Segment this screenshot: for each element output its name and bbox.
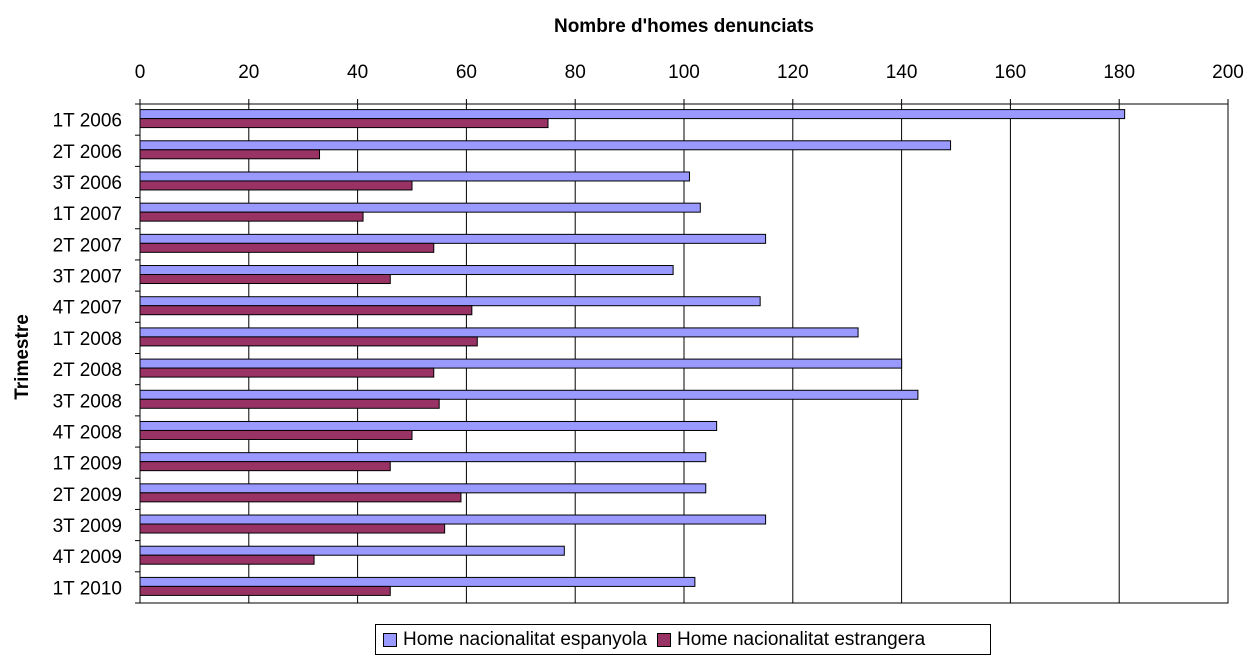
x-tick-label: 40 <box>347 62 368 83</box>
bar-espanyola <box>139 265 674 276</box>
bar-espanyola <box>139 202 701 213</box>
bar-estrangera <box>139 429 413 440</box>
bar-estrangera <box>139 242 435 253</box>
bar-estrangera <box>139 554 315 565</box>
x-tick-label: 60 <box>456 62 477 83</box>
bar-espanyola <box>139 545 565 556</box>
category-label: 1T 2009 <box>53 454 122 475</box>
axes: 0 20 40 60 80 100 120 140 160 180 200 1T 2006 2T 200… <box>53 62 1244 604</box>
category-label: 1T 2006 <box>53 111 122 132</box>
category-label: 3T 2006 <box>53 173 122 194</box>
category-label: 1T 2008 <box>53 329 122 350</box>
category-label: 3T 2009 <box>53 516 122 537</box>
bar-estrangera <box>139 211 364 222</box>
bar-estrangera <box>139 585 391 596</box>
x-tick-label: 180 <box>1103 62 1135 83</box>
legend: Home nacionalitat espanyola Home naciona… <box>375 624 991 655</box>
category-label: 4T 2007 <box>53 298 122 319</box>
x-tick-label: 100 <box>668 62 700 83</box>
bar-espanyola <box>139 420 718 431</box>
bar-estrangera <box>139 367 435 378</box>
chart-title: Nombre d'homes denunciats <box>554 16 814 37</box>
bar-espanyola <box>139 389 919 400</box>
category-label: 2T 2007 <box>53 235 122 256</box>
bar-estrangera <box>139 492 462 503</box>
bar-chart: Nombre d'homes denunciats Trimestre 0 20 4… <box>12 16 1244 604</box>
x-tick-label: 20 <box>238 62 259 83</box>
bar-estrangera <box>139 398 440 409</box>
bar-estrangera <box>139 180 413 191</box>
bar-espanyola <box>139 358 903 369</box>
bar-espanyola <box>139 514 767 525</box>
category-label: 1T 2007 <box>53 204 122 225</box>
bar-espanyola <box>139 296 761 307</box>
bar-espanyola <box>139 452 707 463</box>
legend-label-estrangera: Home nacionalitat estrangera <box>677 628 926 650</box>
y-axis-label: Trimestre <box>12 314 33 400</box>
bar-estrangera <box>139 305 473 316</box>
bar-espanyola <box>139 233 767 244</box>
bar-espanyola <box>139 140 952 151</box>
legend-item-estrangera: Home nacionalitat estrangera <box>657 629 925 651</box>
bar-espanyola <box>139 171 690 182</box>
bar-espanyola <box>139 327 859 338</box>
category-label: 2T 2008 <box>53 360 122 381</box>
bar-estrangera <box>139 336 478 347</box>
bar-estrangera <box>139 461 391 472</box>
bar-estrangera <box>139 118 549 129</box>
x-tick-label: 200 <box>1212 62 1244 83</box>
x-tick-label: 160 <box>995 62 1027 83</box>
category-label: 4T 2009 <box>53 547 122 568</box>
x-tick-label: 80 <box>565 62 586 83</box>
bar-espanyola <box>139 109 1126 120</box>
category-label: 2T 2006 <box>53 142 122 163</box>
x-tick-label: 140 <box>886 62 918 83</box>
bar-estrangera <box>139 149 321 160</box>
category-label: 4T 2008 <box>53 422 122 443</box>
legend-item-espanyola: Home nacionalitat espanyola <box>383 629 647 651</box>
legend-label-espanyola: Home nacionalitat espanyola <box>403 628 647 650</box>
legend-swatch-espanyola <box>383 632 397 647</box>
category-label: 1T 2010 <box>53 578 122 599</box>
category-label: 3T 2007 <box>53 267 122 288</box>
bar-espanyola <box>139 483 707 494</box>
x-tick-label: 0 <box>135 62 146 83</box>
category-label: 2T 2009 <box>53 485 122 506</box>
bar-espanyola <box>139 576 696 587</box>
bar-estrangera <box>139 523 446 534</box>
bars <box>139 109 1126 596</box>
legend-swatch-estrangera <box>657 632 671 647</box>
x-tick-label: 120 <box>777 62 809 83</box>
category-label: 3T 2008 <box>53 391 122 412</box>
bar-estrangera <box>139 274 391 285</box>
